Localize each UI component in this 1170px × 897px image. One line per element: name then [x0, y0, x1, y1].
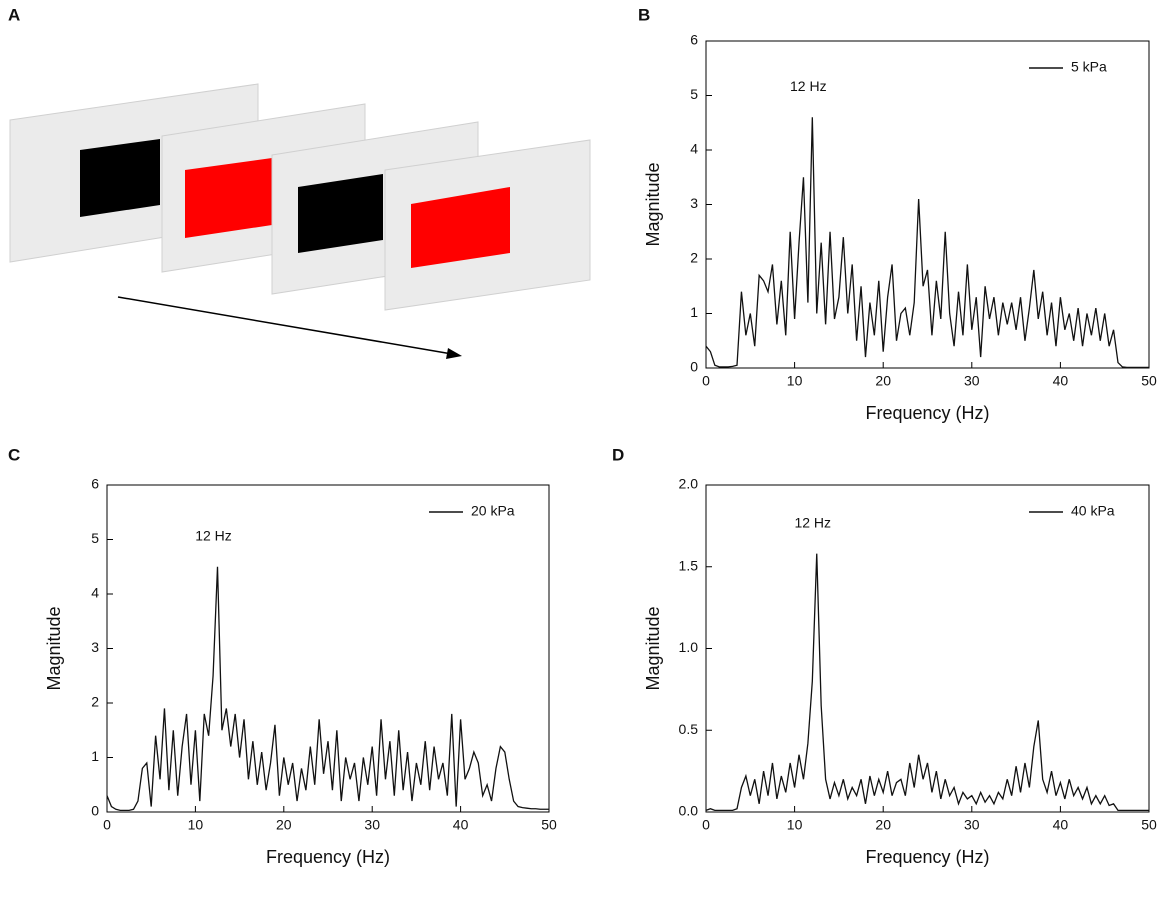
panel-label: D — [612, 445, 624, 464]
stimulus-diagram — [9, 83, 591, 359]
y-tick-label: 2 — [91, 694, 99, 710]
y-tick-label: 0 — [690, 359, 698, 375]
y-tick-label: 2.0 — [679, 476, 699, 492]
arrow-head — [446, 348, 462, 359]
y-tick-label: 0.5 — [679, 721, 699, 737]
y-tick-label: 6 — [690, 32, 698, 48]
x-axis-label: Frequency (Hz) — [865, 847, 989, 867]
x-tick-label: 30 — [964, 817, 980, 833]
y-tick-label: 3 — [91, 639, 99, 655]
x-tick-label: 50 — [1141, 817, 1157, 833]
annotation: 12 Hz — [794, 514, 831, 530]
annotation: 12 Hz — [790, 78, 827, 94]
y-tick-label: 1 — [91, 748, 99, 764]
y-tick-label: 5 — [690, 86, 698, 102]
panel-label: B — [638, 5, 650, 24]
annotation: 12 Hz — [195, 527, 232, 543]
plot-frame — [106, 484, 550, 813]
y-tick-label: 1 — [690, 304, 698, 320]
panel-label: C — [8, 445, 20, 464]
red-stimulus — [411, 187, 510, 268]
y-tick-label: 0.0 — [679, 803, 699, 819]
x-axis-label: Frequency (Hz) — [865, 403, 989, 423]
x-axis-label: Frequency (Hz) — [266, 847, 390, 867]
x-tick-label: 20 — [875, 817, 891, 833]
y-axis-label: Magnitude — [44, 606, 64, 690]
x-tick-label: 50 — [1141, 373, 1157, 389]
x-tick-label: 0 — [702, 817, 710, 833]
y-tick-label: 5 — [91, 530, 99, 546]
series-line — [106, 566, 549, 812]
legend-label: 40 kPa — [1071, 503, 1115, 519]
x-tick-label: 40 — [1053, 373, 1069, 389]
legend-label: 20 kPa — [471, 503, 515, 519]
x-tick-label: 30 — [364, 817, 380, 833]
y-tick-label: 4 — [690, 141, 698, 157]
y-tick-label: 6 — [91, 476, 99, 492]
x-tick-label: 10 — [188, 817, 204, 833]
red-stimulus — [185, 158, 272, 238]
legend-label: 5 kPa — [1071, 59, 1107, 75]
time-arrow — [117, 296, 453, 355]
y-tick-label: 1.0 — [679, 639, 699, 655]
y-axis-label: Magnitude — [643, 606, 663, 690]
black-stimulus — [298, 174, 383, 253]
x-tick-label: 10 — [787, 373, 803, 389]
x-tick-label: 20 — [276, 817, 292, 833]
y-tick-label: 3 — [690, 195, 698, 211]
x-tick-label: 0 — [103, 817, 111, 833]
x-tick-label: 30 — [964, 373, 980, 389]
x-tick-label: 40 — [453, 817, 469, 833]
black-stimulus — [80, 139, 160, 217]
series-line — [705, 117, 1149, 369]
y-tick-label: 2 — [690, 250, 698, 266]
y-tick-label: 1.5 — [679, 557, 699, 573]
series-line — [705, 553, 1149, 812]
y-axis-label: Magnitude — [643, 162, 663, 246]
x-tick-label: 50 — [541, 817, 557, 833]
plot-frame — [705, 40, 1150, 369]
x-tick-label: 0 — [702, 373, 710, 389]
x-tick-label: 40 — [1053, 817, 1069, 833]
panel-label: A — [8, 5, 20, 24]
y-tick-label: 0 — [91, 803, 99, 819]
y-tick-label: 4 — [91, 585, 99, 601]
x-tick-label: 10 — [787, 817, 803, 833]
x-tick-label: 20 — [875, 373, 891, 389]
